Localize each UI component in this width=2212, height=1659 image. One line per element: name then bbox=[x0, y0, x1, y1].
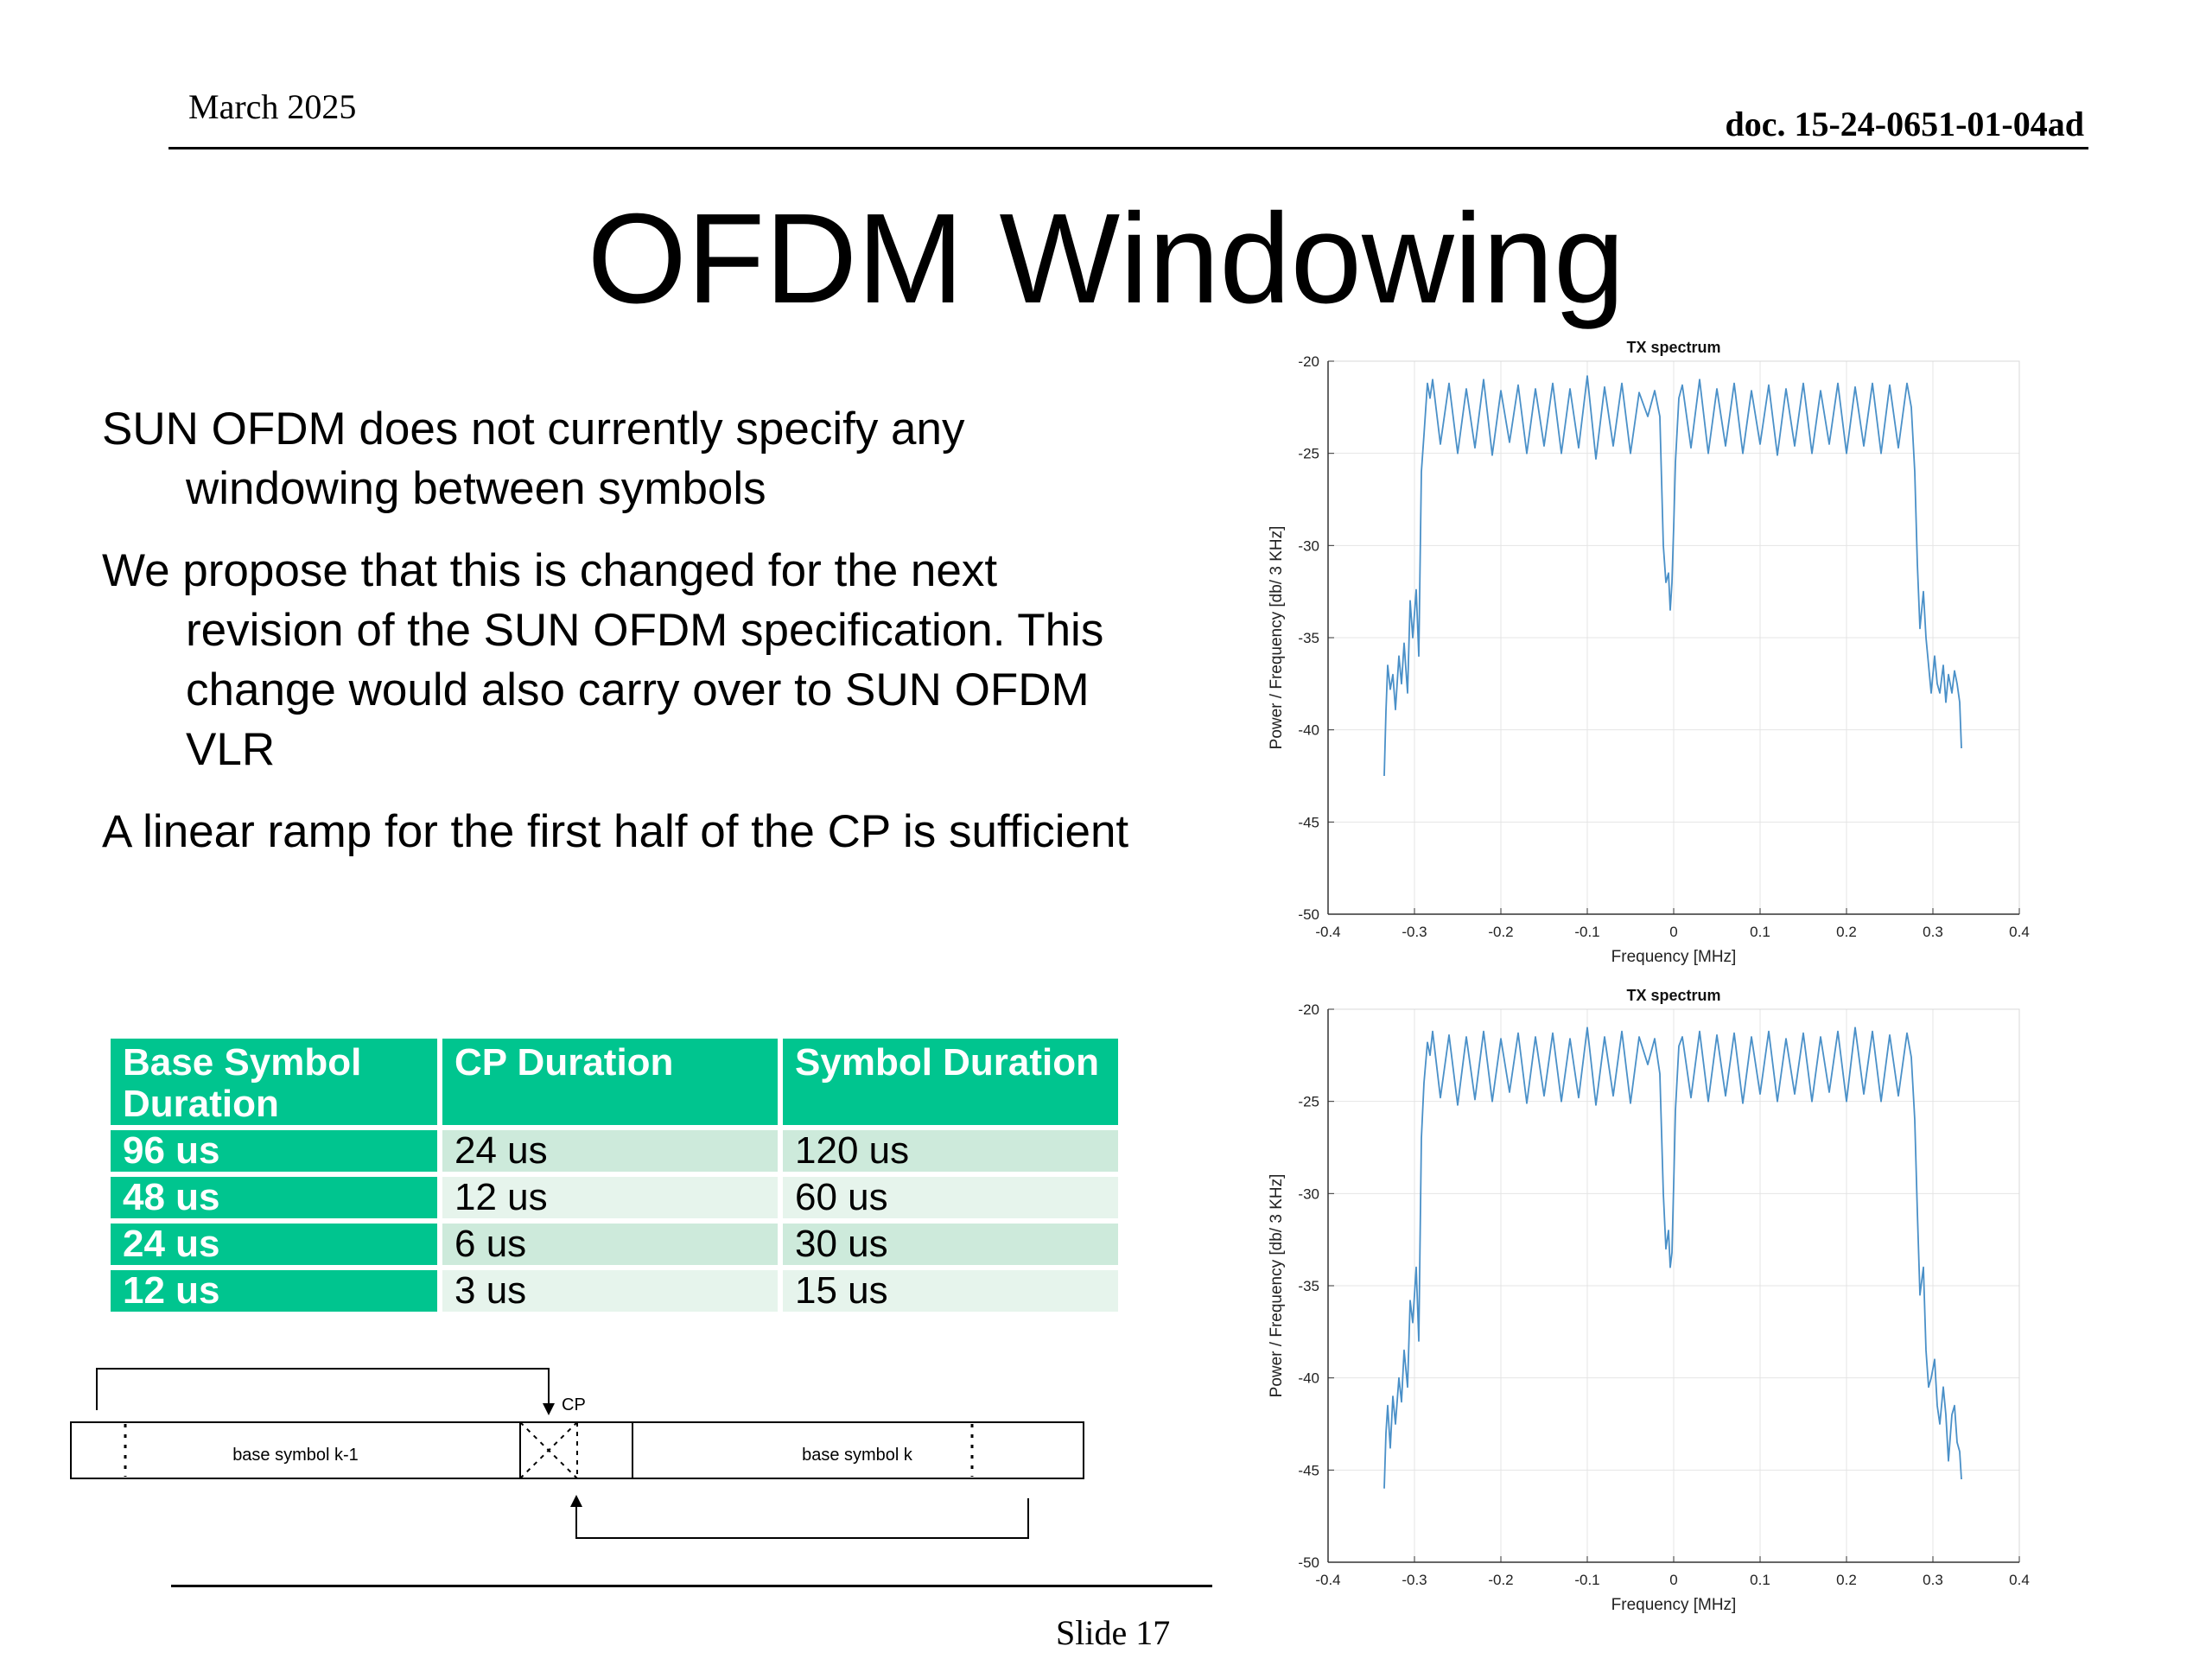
table-row: 48 us 12 us 60 us bbox=[111, 1177, 1118, 1218]
x-tick-label: 0.1 bbox=[1750, 924, 1770, 940]
table-row: 96 us 24 us 120 us bbox=[111, 1130, 1118, 1172]
table-row: 12 us 3 us 15 us bbox=[111, 1270, 1118, 1312]
y-tick-label: -20 bbox=[1298, 1001, 1319, 1018]
table-cell: 12 us bbox=[111, 1270, 437, 1312]
table-cell: 24 us bbox=[111, 1224, 437, 1265]
table-cell: 24 us bbox=[442, 1130, 778, 1172]
bullet-item: We propose that this is changed for the … bbox=[102, 545, 1104, 775]
column-header-symbol-duration: Symbol Duration bbox=[783, 1039, 1118, 1125]
cp-ramp-line bbox=[519, 1421, 578, 1479]
table-cell: 15 us bbox=[783, 1270, 1118, 1312]
table-header-row: Base Symbol Duration CP Duration Symbol … bbox=[111, 1039, 1118, 1125]
tx-spectrum-chart-top: -0.4 -0.3 -0.2 -0.1 0 0.1 0.2 0.3 0.4 -20 -25 -30 -3… bbox=[1268, 339, 2030, 966]
x-tick-label: 0.2 bbox=[1836, 924, 1857, 940]
y-tick-label: -25 bbox=[1298, 1094, 1319, 1110]
symbol-label-prev: base symbol k-1 bbox=[232, 1446, 359, 1465]
y-tick-label: -30 bbox=[1298, 537, 1319, 554]
header-divider bbox=[168, 147, 2088, 149]
x-axis-label: Frequency [MHz] bbox=[1611, 948, 1737, 966]
x-tick-label: 0.2 bbox=[1836, 1572, 1857, 1588]
spectrum-series-line bbox=[1383, 375, 1962, 777]
y-tick-label: -20 bbox=[1298, 353, 1319, 370]
header-doc-id: doc. 15-24-0651-01-04ad bbox=[1725, 105, 2084, 143]
x-tick-label: 0.4 bbox=[2009, 924, 2030, 940]
table-cell: 3 us bbox=[442, 1270, 778, 1312]
x-tick-label: 0.3 bbox=[1923, 1572, 1943, 1588]
chart-title: TX spectrum bbox=[1626, 987, 1720, 1004]
y-tick-label: -25 bbox=[1298, 446, 1319, 462]
column-header-cp-duration: CP Duration bbox=[442, 1039, 778, 1125]
y-tick-label: -40 bbox=[1298, 1370, 1319, 1387]
y-tick-label: -50 bbox=[1298, 1554, 1319, 1571]
table-cell: 120 us bbox=[783, 1130, 1118, 1172]
y-axis-label: Power / Frequency [db/ 3 KHz] bbox=[1268, 1174, 1286, 1398]
y-tick-label: -45 bbox=[1298, 1462, 1319, 1478]
y-tick-label: -45 bbox=[1298, 814, 1319, 830]
chart-title: TX spectrum bbox=[1626, 339, 1720, 356]
arrow-head-down bbox=[543, 1403, 555, 1415]
symbol-label-next: base symbol k bbox=[802, 1446, 913, 1465]
symbol-cp-diagram: CP base symbol k-1 base symbol k bbox=[70, 1368, 1084, 1539]
arrow-head-up bbox=[570, 1495, 582, 1507]
table-row: 24 us 6 us 30 us bbox=[111, 1224, 1118, 1265]
header-date: March 2025 bbox=[188, 87, 357, 126]
x-tick-label: -0.2 bbox=[1488, 924, 1513, 940]
slide-title: OFDM Windowing bbox=[587, 188, 1625, 330]
bullet-item: SUN OFDM does not currently specify any … bbox=[102, 404, 965, 514]
y-tick-label: -50 bbox=[1298, 906, 1319, 923]
slide-number: Slide 17 bbox=[1056, 1613, 1171, 1652]
table-cell: 48 us bbox=[111, 1177, 437, 1218]
x-tick-label: -0.4 bbox=[1315, 924, 1340, 940]
x-tick-label: 0 bbox=[1669, 924, 1677, 940]
tx-spectrum-chart-bottom: -0.4 -0.3 -0.2 -0.1 0 0.1 0.2 0.3 0.4 -20 -25 -30 -3… bbox=[1268, 987, 2030, 1614]
x-tick-label: -0.4 bbox=[1315, 1572, 1340, 1588]
x-tick-label: -0.3 bbox=[1402, 1572, 1427, 1588]
table-cell: 60 us bbox=[783, 1177, 1118, 1218]
cp-label: CP bbox=[562, 1395, 586, 1414]
footer-divider bbox=[171, 1585, 1212, 1587]
x-axis-label: Frequency [MHz] bbox=[1611, 1596, 1737, 1614]
x-tick-label: 0.4 bbox=[2009, 1572, 2030, 1588]
column-header-base-symbol: Base Symbol Duration bbox=[111, 1039, 437, 1125]
table-cell: 96 us bbox=[111, 1130, 437, 1172]
x-tick-label: 0 bbox=[1669, 1572, 1677, 1588]
y-tick-label: -30 bbox=[1298, 1185, 1319, 1202]
y-tick-label: -35 bbox=[1298, 630, 1319, 646]
table-cell: 30 us bbox=[783, 1224, 1118, 1265]
cp-copy-arrow-top bbox=[96, 1368, 550, 1410]
x-tick-label: -0.2 bbox=[1488, 1572, 1513, 1588]
bullet-list: SUN OFDM does not currently specify any … bbox=[102, 399, 1165, 884]
x-tick-label: 0.3 bbox=[1923, 924, 1943, 940]
table-cell: 6 us bbox=[442, 1224, 778, 1265]
symbol-duration-table: Base Symbol Duration CP Duration Symbol … bbox=[105, 1033, 1123, 1317]
x-tick-label: -0.1 bbox=[1574, 1572, 1599, 1588]
table-cell: 12 us bbox=[442, 1177, 778, 1218]
y-axis-label: Power / Frequency [db/ 3 KHz] bbox=[1268, 526, 1286, 750]
x-tick-label: -0.1 bbox=[1574, 924, 1599, 940]
y-tick-label: -35 bbox=[1298, 1278, 1319, 1294]
y-tick-label: -40 bbox=[1298, 722, 1319, 739]
spectrum-series-line bbox=[1383, 1027, 1962, 1489]
cp-copy-arrow-bottom bbox=[575, 1498, 1029, 1539]
bullet-item: A linear ramp for the first half of the … bbox=[102, 806, 1129, 857]
x-tick-label: -0.3 bbox=[1402, 924, 1427, 940]
x-tick-label: 0.1 bbox=[1750, 1572, 1770, 1588]
